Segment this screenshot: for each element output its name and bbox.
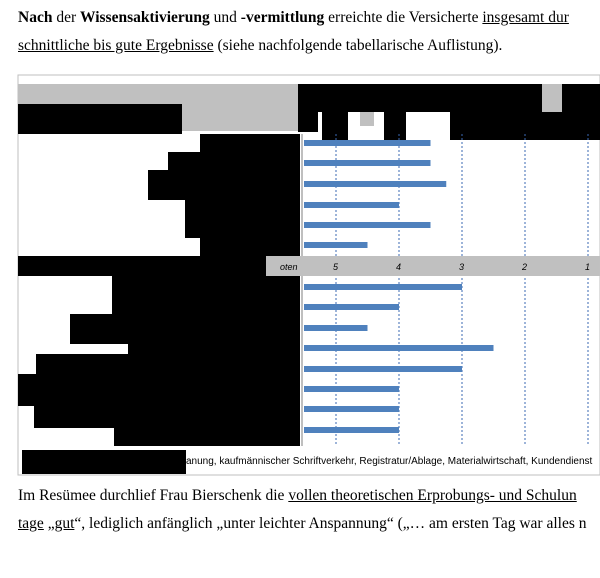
redaction-block bbox=[112, 302, 300, 316]
bar-g2-4 bbox=[304, 345, 494, 351]
text-run: erreichte die Versicherte bbox=[324, 9, 483, 26]
tick-label-1: 1 bbox=[585, 262, 591, 272]
text-run: (siehe nachfolgende tabellarische Auflis… bbox=[213, 37, 503, 54]
bar-g2-1 bbox=[304, 284, 462, 290]
bar-g1-2 bbox=[304, 160, 431, 166]
chart-caption: anung, kaufmännischer Schriftverkehr, Re… bbox=[186, 456, 593, 467]
redaction-block bbox=[384, 112, 406, 140]
redaction-block bbox=[298, 84, 542, 112]
bar-g1-1 bbox=[304, 140, 431, 146]
tick-label-4: 4 bbox=[396, 262, 402, 272]
redaction-block bbox=[322, 112, 348, 140]
text-run: “, lediglich anfänglich „unter leichter … bbox=[74, 515, 587, 532]
text-run: der bbox=[52, 9, 80, 26]
redaction-block bbox=[200, 134, 300, 154]
redaction-block bbox=[114, 426, 300, 446]
bar-g2-2 bbox=[304, 304, 399, 310]
redaction-block bbox=[70, 314, 300, 344]
redaction-block bbox=[18, 256, 266, 276]
redaction-block bbox=[34, 404, 300, 428]
paragraph-2-line-2: tage „gut“, lediglich anfänglich „unter … bbox=[18, 514, 587, 534]
redaction-block bbox=[112, 276, 300, 304]
redaction-block bbox=[18, 374, 300, 406]
redaction-block bbox=[562, 84, 600, 112]
text-vermittlung: -vermittlung bbox=[240, 9, 325, 26]
text-erprobung-underlined: vollen theoretischen Erprobungs- und Sch… bbox=[288, 487, 577, 504]
bar-g1-5 bbox=[304, 222, 431, 228]
paragraph-2-line-1: Im Resümee durchlief Frau Bierschenk die… bbox=[18, 486, 577, 506]
bar-g2-8 bbox=[304, 427, 399, 433]
text-ergebnisse-underlined: schnittliche bis gute Ergebnisse bbox=[18, 37, 214, 54]
redaction-block bbox=[18, 104, 182, 134]
tick-label-2: 2 bbox=[522, 262, 528, 272]
text-insgesamt: insgesamt dur bbox=[482, 9, 569, 26]
redaction-block bbox=[185, 216, 300, 238]
paragraph-1-line-1: Nach der Wissensaktivierung und -vermitt… bbox=[18, 8, 569, 28]
redaction-block bbox=[185, 198, 300, 218]
text-gut-underlined: gut bbox=[54, 515, 75, 532]
text-tage-underlined: tage bbox=[18, 515, 44, 532]
bar-g1-6 bbox=[304, 242, 368, 248]
bar-g2-5 bbox=[304, 366, 462, 372]
redaction-block bbox=[148, 170, 300, 200]
text-run: und bbox=[209, 9, 241, 26]
tick-label-3: 3 bbox=[459, 262, 465, 272]
redaction-block bbox=[168, 152, 300, 172]
bar-g1-3 bbox=[304, 181, 447, 187]
text-run: Im Resümee durchlief Frau Bierschenk die bbox=[18, 487, 289, 504]
redaction-block bbox=[298, 112, 318, 132]
text-wissensaktivierung: Wissensaktivierung bbox=[80, 9, 210, 26]
redaction-block bbox=[36, 354, 300, 376]
bar-group-1 bbox=[304, 140, 447, 248]
redaction-block bbox=[22, 450, 186, 474]
bar-g2-6 bbox=[304, 386, 399, 392]
paragraph-1-line-2: schnittliche bis gute Ergebnisse (siehe … bbox=[18, 36, 502, 56]
bar-g2-3 bbox=[304, 325, 368, 331]
redaction-block bbox=[200, 236, 300, 256]
bar-g2-7 bbox=[304, 406, 399, 412]
bar-group-2 bbox=[304, 284, 494, 433]
tick-label-5: 5 bbox=[333, 262, 339, 272]
redaction-block bbox=[128, 342, 300, 356]
text-nach: Nach bbox=[18, 9, 53, 26]
bar-g1-4 bbox=[304, 202, 399, 208]
header-gap bbox=[360, 112, 374, 126]
text-run: „ bbox=[43, 515, 55, 532]
axis-label-partial: oten bbox=[280, 262, 298, 272]
